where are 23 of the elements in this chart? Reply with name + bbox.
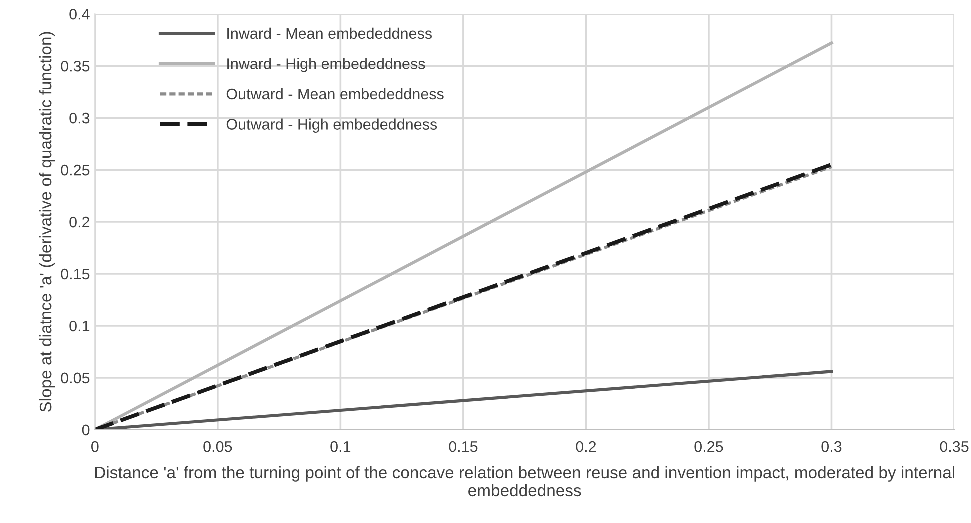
x-tick-label: 0 [92, 441, 99, 452]
x-tick-label: 0.1 [330, 441, 351, 452]
y-tick-label: 0.4 [70, 8, 90, 20]
x-tick-label: 0.05 [204, 441, 232, 452]
y-tick-label: 0.15 [61, 268, 90, 280]
y-tick-label: 0.2 [70, 216, 90, 228]
legend-label: Outward - High embededdness [226, 118, 438, 133]
y-tick-label: 0.3 [70, 112, 90, 124]
x-tick-label: 0.15 [449, 441, 478, 452]
x-tick-label: 0.35 [940, 441, 969, 452]
y-axis-title: Slope at diatnce 'a' (derivative of quadratic function) [39, 32, 56, 412]
legend-label: Inward - High embededdness [228, 58, 426, 72]
x-tick-label: 0.3 [822, 441, 842, 452]
y-tick-label: 0.05 [61, 372, 90, 384]
x-tick-label: 0.25 [694, 441, 724, 452]
y-tick-label: 0 [82, 424, 90, 436]
y-tick-label: 0.35 [61, 60, 90, 72]
legend-label: Inward - Mean embededdness [228, 28, 432, 40]
x-tick-label: 0.2 [576, 441, 596, 452]
x-axis-title: Distance 'a' from the turning point of the concave relation between reuse and invention impact, moderated by internal embeddedness [95, 466, 954, 497]
y-tick-label: 0.25 [61, 164, 90, 176]
legend-label: Outward - Mean embededdness [226, 88, 444, 100]
y-tick-label: 0.1 [70, 320, 90, 332]
